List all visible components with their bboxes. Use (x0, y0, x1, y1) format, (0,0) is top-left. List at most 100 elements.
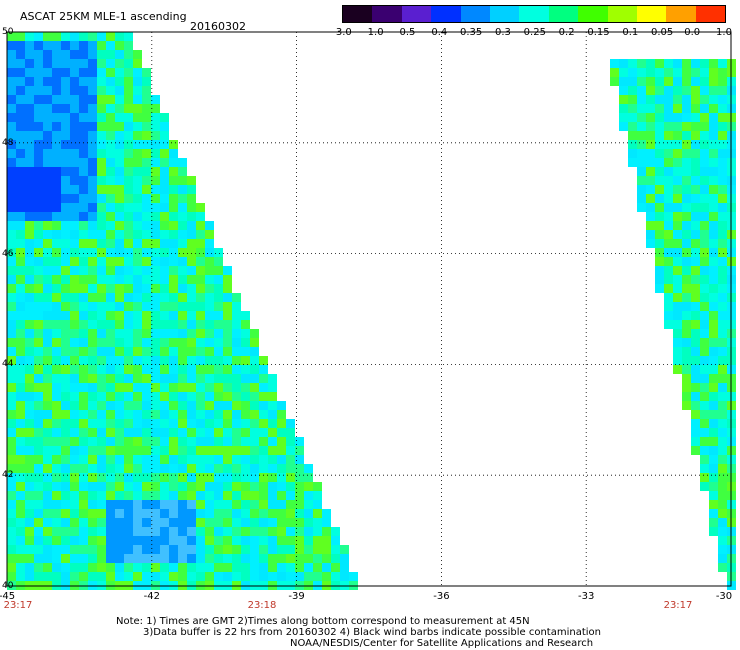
wind-cell (88, 293, 97, 302)
wind-cell (52, 176, 61, 185)
wind-cell (250, 554, 259, 563)
wind-cell (88, 374, 97, 383)
wind-cell (142, 302, 151, 311)
wind-cell (637, 131, 646, 140)
wind-cell (673, 86, 682, 95)
wind-cell (142, 104, 151, 113)
wind-cell (151, 212, 160, 221)
wind-cell (169, 401, 178, 410)
wind-cell (25, 194, 34, 203)
wind-cell (160, 167, 169, 176)
wind-cell (106, 293, 115, 302)
wind-cell (691, 266, 700, 275)
wind-cell (664, 257, 673, 266)
wind-cell (169, 554, 178, 563)
wind-cell (214, 437, 223, 446)
wind-cell (259, 455, 268, 464)
wind-cell (232, 410, 241, 419)
wind-cell (691, 77, 700, 86)
wind-cell (196, 437, 205, 446)
wind-cell (178, 536, 187, 545)
wind-cell (61, 275, 70, 284)
wind-cell (664, 176, 673, 185)
wind-cell (214, 545, 223, 554)
wind-cell (106, 122, 115, 131)
note-line-2: 3)Data buffer is 22 hrs from 20160302 4)… (143, 627, 601, 638)
wind-cell (88, 428, 97, 437)
wind-cell (61, 518, 70, 527)
wind-cell (295, 482, 304, 491)
wind-cell (232, 365, 241, 374)
wind-cell (34, 509, 43, 518)
wind-cell (619, 113, 628, 122)
wind-cell (115, 311, 124, 320)
wind-cell (70, 230, 79, 239)
wind-cell (7, 302, 16, 311)
wind-cell (133, 140, 142, 149)
wind-cell (97, 140, 106, 149)
wind-cell (142, 491, 151, 500)
wind-cell (160, 194, 169, 203)
wind-cell (133, 428, 142, 437)
wind-cell (97, 356, 106, 365)
wind-cell (664, 275, 673, 284)
wind-cell (133, 455, 142, 464)
wind-cell (682, 77, 691, 86)
wind-cell (160, 545, 169, 554)
wind-cell (223, 329, 232, 338)
wind-cell (70, 68, 79, 77)
wind-cell (25, 419, 34, 428)
wind-cell (61, 41, 70, 50)
wind-cell (70, 572, 79, 581)
wind-cell (232, 554, 241, 563)
wind-cell (79, 302, 88, 311)
wind-cell (718, 419, 727, 428)
wind-cell (160, 356, 169, 365)
wind-cell (25, 257, 34, 266)
wind-cell (70, 293, 79, 302)
wind-cell (160, 257, 169, 266)
wind-cell (268, 392, 277, 401)
wind-cell (25, 554, 34, 563)
wind-cell (178, 356, 187, 365)
wind-cell (151, 419, 160, 428)
wind-cell (88, 545, 97, 554)
wind-cell (124, 140, 133, 149)
wind-cell (133, 545, 142, 554)
wind-cell (169, 338, 178, 347)
wind-cell (133, 527, 142, 536)
wind-cell (664, 149, 673, 158)
wind-cell (673, 284, 682, 293)
wind-cell (655, 248, 664, 257)
wind-cell (682, 176, 691, 185)
wind-cell (79, 185, 88, 194)
wind-cell (115, 482, 124, 491)
wind-cell (691, 86, 700, 95)
wind-cell (250, 356, 259, 365)
wind-cell (16, 473, 25, 482)
wind-cell (7, 491, 16, 500)
wind-cell (97, 563, 106, 572)
wind-cell (61, 392, 70, 401)
wind-cell (133, 167, 142, 176)
wind-cell (151, 401, 160, 410)
wind-cell (241, 320, 250, 329)
wind-cell (115, 140, 124, 149)
wind-cell (7, 338, 16, 347)
wind-cell (79, 482, 88, 491)
wind-cell (232, 401, 241, 410)
wind-cell (313, 572, 322, 581)
wind-cell (70, 302, 79, 311)
wind-cell (259, 554, 268, 563)
wind-cell (142, 284, 151, 293)
wind-cell (70, 257, 79, 266)
wind-cell (682, 320, 691, 329)
colorbar-segment (401, 6, 432, 22)
wind-cell (52, 293, 61, 302)
wind-cell (709, 419, 718, 428)
wind-cell (178, 311, 187, 320)
wind-cell (628, 68, 637, 77)
wind-cell (88, 572, 97, 581)
wind-cell (223, 365, 232, 374)
wind-cell (97, 302, 106, 311)
